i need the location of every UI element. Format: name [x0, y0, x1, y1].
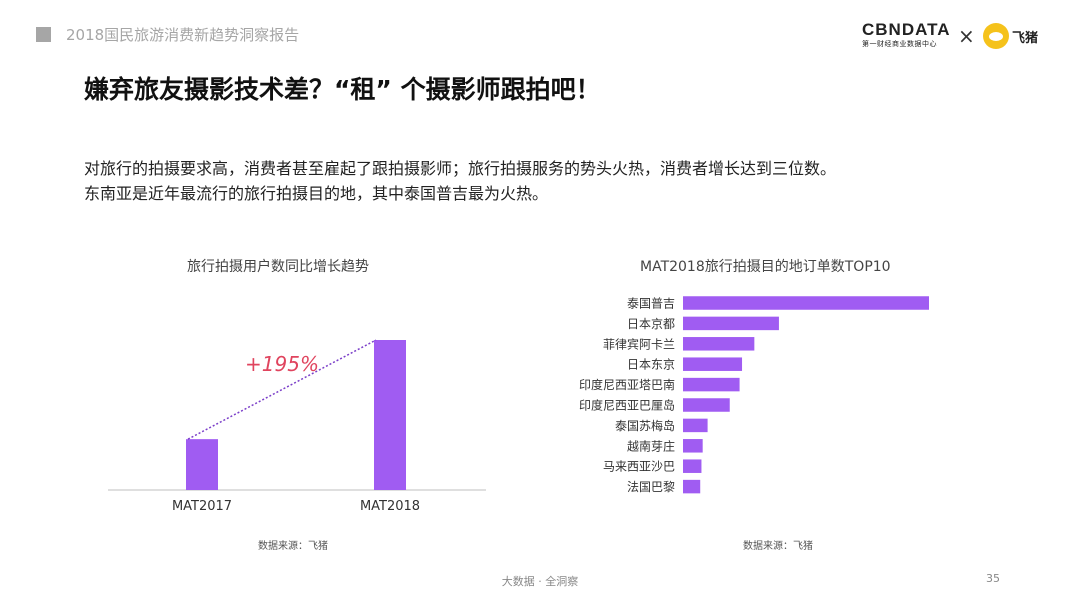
category-label: 印度尼西亚塔巴南 [579, 377, 675, 392]
category-label: 泰国普吉 [627, 297, 675, 311]
bar-马来西亚沙巴 [683, 459, 702, 473]
chart1-source: 数据来源：飞猪 [258, 541, 328, 552]
chart1-title: 旅行拍摄用户数同比增长趋势 [187, 259, 369, 275]
page-title: 嫌弃旅友摄影技术差？“租” 个摄影师跟拍吧！ [84, 75, 601, 104]
bar-越南芽庄 [683, 439, 703, 453]
category-label: 法国巴黎 [627, 480, 675, 494]
page-number: 35 [986, 572, 1000, 585]
trend-line [187, 339, 377, 440]
bar-MAT2017 [186, 439, 218, 490]
category-label: 日本东京 [627, 358, 675, 372]
bar-日本东京 [683, 357, 743, 371]
bar-日本京都 [683, 316, 779, 331]
fliggy-logo: 飞猪 [983, 21, 1038, 51]
description: 对旅行的拍摄要求高，消费者甚至雇起了跟拍摄影师；旅行拍摄服务的势头火热，消费者增… [84, 156, 836, 206]
description-line-1: 对旅行的拍摄要求高，消费者甚至雇起了跟拍摄影师；旅行拍摄服务的势头火热，消费者增… [84, 159, 837, 178]
growth-chart: MAT2017 MAT2018 +195% [108, 339, 486, 514]
chart2-source: 数据来源：飞猪 [743, 541, 813, 552]
description-line-2: 东南亚是近年最流行的旅行拍摄目的地，其中泰国普吉最为火热。 [84, 184, 549, 203]
category-label: 日本京都 [627, 317, 675, 331]
footer-text: 大数据 · 全洞察 [501, 575, 579, 588]
growth-annotation: +195% [245, 352, 319, 376]
bar-法国巴黎 [683, 479, 701, 494]
chart2-title: MAT2018旅行拍摄目的地订单数TOP10 [640, 259, 891, 275]
category-label: 印度尼西亚巴厘岛 [579, 398, 675, 413]
header-square-icon [36, 27, 51, 42]
category-label: 越南芽庄 [627, 438, 675, 453]
cbndata-logo: CBNDATA 第一财经商业数据中心 [862, 20, 952, 56]
logo-separator: × [958, 24, 975, 48]
fliggy-logo-text: 飞猪 [1012, 30, 1039, 46]
fliggy-pig-icon [983, 23, 1009, 49]
report-title: 2018国民旅游消费新趋势洞察报告 [66, 26, 300, 44]
cbndata-logo-subtitle: 第一财经商业数据中心 [862, 40, 937, 48]
x-tick-label: MAT2018 [360, 499, 420, 514]
x-tick-label: MAT2017 [172, 499, 232, 514]
bar-MAT2018 [374, 340, 406, 490]
category-label: 菲律宾阿卡兰 [603, 336, 675, 351]
bar-泰国苏梅岛 [683, 418, 708, 433]
category-label: 马来西亚沙巴 [603, 460, 675, 474]
destination-chart: 泰国普吉日本京都菲律宾阿卡兰日本东京印度尼西亚塔巴南印度尼西亚巴厘岛泰国苏梅岛越… [579, 296, 929, 494]
cbndata-logo-text: CBNDATA [862, 20, 951, 39]
bar-印度尼西亚巴厘岛 [683, 398, 730, 412]
category-label: 泰国苏梅岛 [615, 418, 675, 433]
bar-印度尼西亚塔巴南 [683, 377, 740, 392]
bar-泰国普吉 [683, 296, 929, 310]
bar-菲律宾阿卡兰 [683, 337, 755, 351]
